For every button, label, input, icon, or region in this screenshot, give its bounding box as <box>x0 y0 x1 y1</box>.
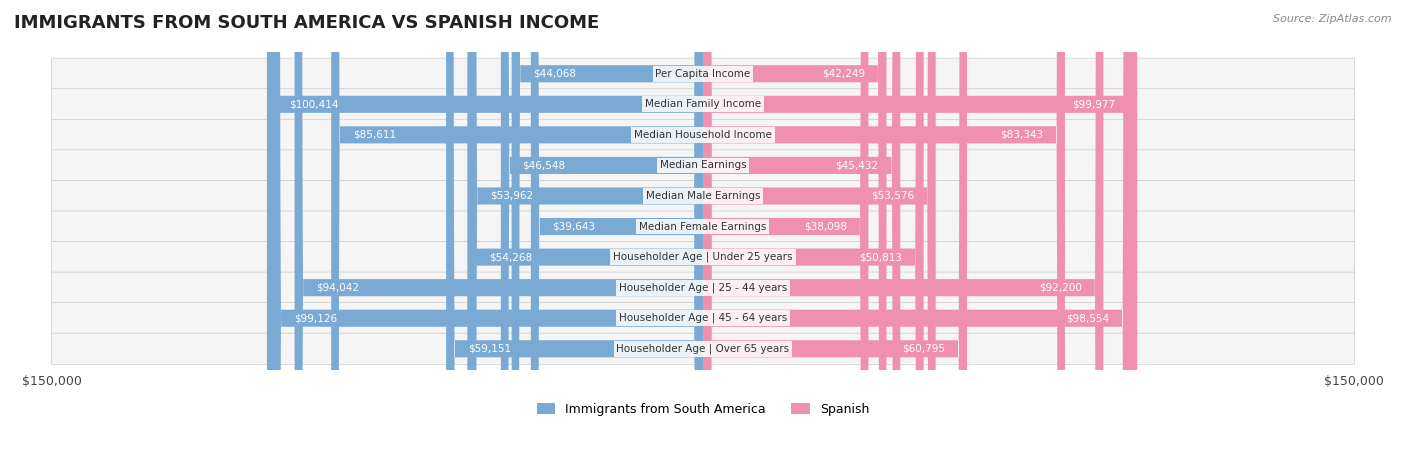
Text: $54,268: $54,268 <box>489 252 531 262</box>
FancyBboxPatch shape <box>267 0 703 467</box>
Text: $53,962: $53,962 <box>491 191 533 201</box>
Text: $99,977: $99,977 <box>1073 99 1115 109</box>
FancyBboxPatch shape <box>703 0 924 467</box>
FancyBboxPatch shape <box>52 150 1354 181</box>
Text: $38,098: $38,098 <box>804 221 846 232</box>
Text: $98,554: $98,554 <box>1066 313 1109 323</box>
FancyBboxPatch shape <box>703 0 1137 467</box>
Text: Householder Age | 25 - 44 years: Householder Age | 25 - 44 years <box>619 283 787 293</box>
Text: $92,200: $92,200 <box>1039 283 1081 293</box>
Text: $46,548: $46,548 <box>523 161 565 170</box>
Text: Median Family Income: Median Family Income <box>645 99 761 109</box>
Text: Source: ZipAtlas.com: Source: ZipAtlas.com <box>1274 14 1392 24</box>
FancyBboxPatch shape <box>703 0 967 467</box>
FancyBboxPatch shape <box>295 0 703 467</box>
Text: Householder Age | Over 65 years: Householder Age | Over 65 years <box>616 344 790 354</box>
FancyBboxPatch shape <box>512 0 703 467</box>
FancyBboxPatch shape <box>52 241 1354 273</box>
FancyBboxPatch shape <box>703 0 1130 467</box>
Text: Median Earnings: Median Earnings <box>659 161 747 170</box>
Text: $100,414: $100,414 <box>288 99 337 109</box>
FancyBboxPatch shape <box>501 0 703 467</box>
FancyBboxPatch shape <box>703 0 1064 467</box>
FancyBboxPatch shape <box>52 180 1354 212</box>
Text: IMMIGRANTS FROM SOUTH AMERICA VS SPANISH INCOME: IMMIGRANTS FROM SOUTH AMERICA VS SPANISH… <box>14 14 599 32</box>
Text: $85,611: $85,611 <box>353 130 396 140</box>
FancyBboxPatch shape <box>52 272 1354 303</box>
FancyBboxPatch shape <box>446 0 703 467</box>
FancyBboxPatch shape <box>332 0 703 467</box>
Text: Householder Age | 45 - 64 years: Householder Age | 45 - 64 years <box>619 313 787 324</box>
FancyBboxPatch shape <box>703 0 1104 467</box>
Text: Median Female Earnings: Median Female Earnings <box>640 221 766 232</box>
Text: $83,343: $83,343 <box>1000 130 1043 140</box>
Text: $45,432: $45,432 <box>835 161 879 170</box>
FancyBboxPatch shape <box>468 0 703 467</box>
FancyBboxPatch shape <box>52 303 1354 334</box>
FancyBboxPatch shape <box>52 333 1354 364</box>
Text: $39,643: $39,643 <box>553 221 596 232</box>
Text: Median Household Income: Median Household Income <box>634 130 772 140</box>
FancyBboxPatch shape <box>52 58 1354 89</box>
Text: $53,576: $53,576 <box>870 191 914 201</box>
FancyBboxPatch shape <box>52 211 1354 242</box>
FancyBboxPatch shape <box>703 0 935 467</box>
FancyBboxPatch shape <box>531 0 703 467</box>
Text: $94,042: $94,042 <box>316 283 360 293</box>
FancyBboxPatch shape <box>467 0 703 467</box>
Text: Median Male Earnings: Median Male Earnings <box>645 191 761 201</box>
FancyBboxPatch shape <box>273 0 703 467</box>
FancyBboxPatch shape <box>52 119 1354 150</box>
Text: Householder Age | Under 25 years: Householder Age | Under 25 years <box>613 252 793 262</box>
Legend: Immigrants from South America, Spanish: Immigrants from South America, Spanish <box>531 398 875 421</box>
FancyBboxPatch shape <box>703 0 887 467</box>
FancyBboxPatch shape <box>52 89 1354 120</box>
FancyBboxPatch shape <box>703 0 900 467</box>
Text: $60,795: $60,795 <box>903 344 945 354</box>
Text: $50,813: $50,813 <box>859 252 903 262</box>
Text: $99,126: $99,126 <box>294 313 337 323</box>
Text: $59,151: $59,151 <box>468 344 510 354</box>
Text: Per Capita Income: Per Capita Income <box>655 69 751 79</box>
Text: $42,249: $42,249 <box>821 69 865 79</box>
FancyBboxPatch shape <box>703 0 869 467</box>
Text: $44,068: $44,068 <box>533 69 576 79</box>
